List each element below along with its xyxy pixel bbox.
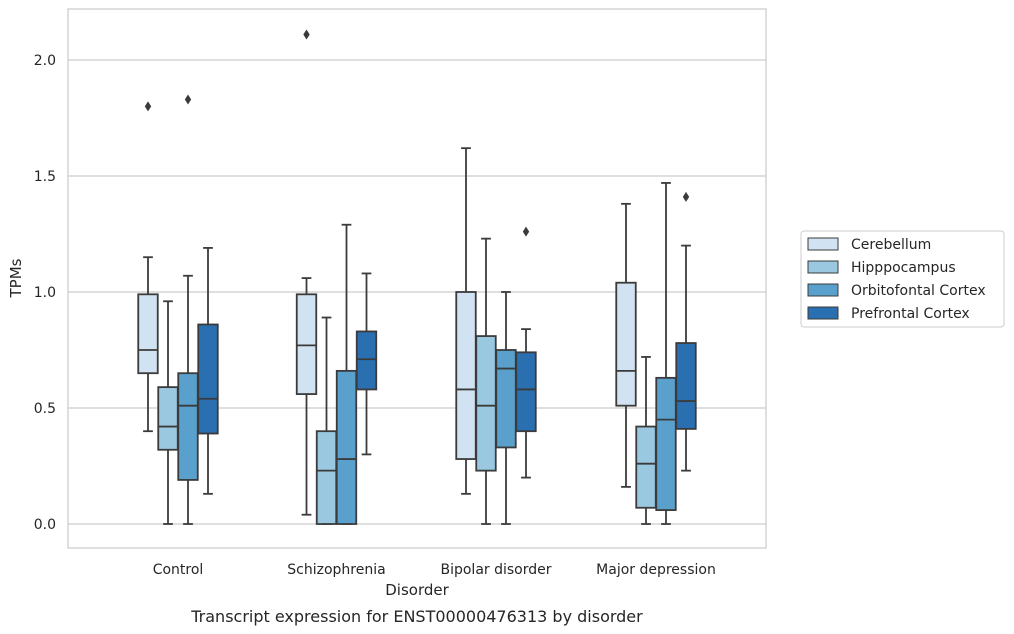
- box-2-0: [177, 94, 199, 525]
- box-2-3: [655, 182, 677, 525]
- legend-label: Hipppocampus: [851, 260, 956, 276]
- outlier-point: [184, 94, 192, 105]
- legend-swatch: [807, 237, 839, 251]
- legend-label: Orbitofontal Cortex: [851, 283, 986, 299]
- x-tick-label: Major depression: [596, 562, 716, 578]
- outlier-point: [303, 29, 310, 40]
- box-iqr: [455, 291, 477, 460]
- box-2-2: [495, 291, 517, 525]
- y-tick-label: 0.0: [34, 517, 56, 533]
- outlier-point: [682, 191, 690, 202]
- box-iqr: [515, 351, 537, 433]
- box-1-3: [635, 356, 657, 525]
- legend-swatch: [807, 306, 839, 320]
- y-tick-label: 1.5: [34, 169, 56, 185]
- x-tick-label: Bipolar disorder: [440, 562, 551, 578]
- legend-swatch: [807, 283, 839, 297]
- legend-item: Prefrontal Cortex: [807, 306, 970, 322]
- legend-label: Cerebellum: [851, 237, 931, 253]
- box-iqr: [137, 293, 159, 375]
- box-iqr: [295, 293, 318, 395]
- x-tick-label: Control: [153, 562, 204, 578]
- box-iqr: [655, 376, 677, 511]
- box-groups: [137, 29, 697, 525]
- box-0-1: [295, 29, 318, 516]
- box-iqr: [197, 323, 219, 435]
- legend-item: Hipppocampus: [807, 260, 956, 276]
- box-iqr: [355, 330, 378, 391]
- outlier-point: [522, 226, 530, 237]
- box-1-2: [475, 237, 497, 525]
- legend: Cerebellum Hipppocampus Orbitofontal Corte…: [800, 230, 1005, 328]
- box-2-1: [335, 223, 358, 525]
- y-tick-label: 1.0: [34, 285, 56, 301]
- legend-frame: [800, 230, 1005, 328]
- box-iqr: [635, 425, 657, 509]
- legend-item: Cerebellum: [807, 237, 931, 253]
- legend-item: Orbitofontal Cortex: [807, 283, 986, 299]
- box-iqr: [675, 342, 697, 430]
- box-3-1: [355, 272, 378, 456]
- box-iqr: [177, 372, 199, 481]
- legend-label: Prefrontal Cortex: [851, 306, 970, 322]
- box-1-1: [315, 316, 338, 525]
- y-tick-label: 0.5: [34, 401, 56, 417]
- box-1-0: [157, 300, 179, 525]
- box-iqr: [335, 369, 358, 525]
- box-iqr: [615, 281, 637, 407]
- box-3-3: [675, 191, 697, 472]
- chart-caption: Transcript expression for ENST0000047631…: [190, 607, 643, 626]
- box-3-0: [197, 247, 219, 495]
- x-axis-label: Disorder: [385, 581, 449, 599]
- box-iqr: [315, 430, 338, 525]
- box-0-3: [615, 202, 637, 488]
- x-tick-label: Schizophrenia: [287, 562, 385, 578]
- box-iqr: [495, 349, 517, 449]
- box-iqr: [475, 335, 497, 472]
- box-0-2: [455, 147, 477, 495]
- tick-labels: 0.0 0.5 1.0 1.5 2.0 Control Schizophrenia Bipol…: [34, 53, 716, 578]
- y-axis-label: TPMs: [7, 258, 25, 298]
- box-iqr: [157, 386, 179, 451]
- plot-frame: [67, 8, 767, 549]
- legend-swatch: [807, 260, 839, 274]
- box-3-2: [515, 226, 537, 479]
- box-0-0: [137, 101, 159, 433]
- y-tick-label: 2.0: [34, 53, 56, 69]
- outlier-point: [144, 101, 152, 112]
